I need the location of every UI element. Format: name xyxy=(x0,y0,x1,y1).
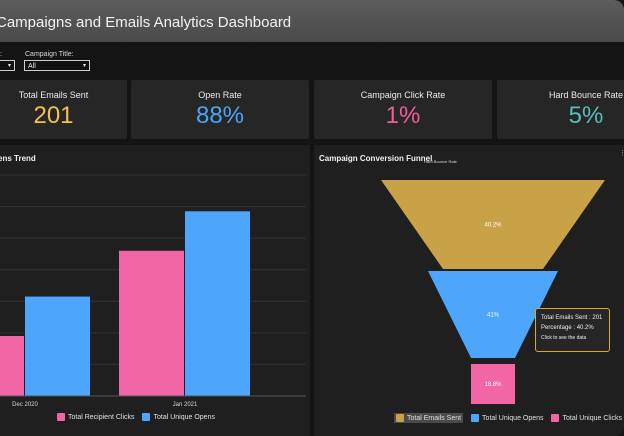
funnel-tooltip: Total Emails Sent : 201 Percentage : 40.… xyxy=(535,308,610,352)
legend-item-clicks[interactable]: Total Recipient Clicks xyxy=(57,413,135,421)
kpi-value: 1% xyxy=(385,102,421,129)
kpi-card-emails-sent: Total Emails Sent 201 xyxy=(0,80,127,139)
funnel-chart-title: Campaign Conversion Funnel xyxy=(319,154,433,163)
filter-bar: : ▾ Campaign Title: All ▾ xyxy=(0,42,624,78)
legend-label: Total Recipient Clicks xyxy=(68,413,135,421)
page-title: Campaigns and Emails Analytics Dashboard xyxy=(0,14,292,31)
chevron-down-icon: ▾ xyxy=(82,63,86,69)
funnel-chart-legend: Total Emails Sent Total Unique Opens Tot… xyxy=(394,413,624,423)
legend-label: Total Unique Opens xyxy=(153,413,215,421)
trend-bar-chart: Dec 2020 Jan 2021 xyxy=(0,174,306,408)
funnel-stage-total-unique-opens xyxy=(428,271,558,358)
chevron-down-icon: ▾ xyxy=(7,63,11,69)
campaign-title-label: Campaign Title: xyxy=(25,51,74,58)
kpi-card-click-rate: Campaign Click Rate 1% xyxy=(314,80,492,139)
legend-label: Total Unique Opens xyxy=(482,414,544,422)
conversion-funnel-chart: 40.2% 41% 18.8% xyxy=(381,180,605,404)
tooltip-line: Total Emails Sent : 201 xyxy=(541,315,603,321)
legend-item-unique-opens[interactable]: Total Unique Opens xyxy=(471,414,544,422)
funnel-stage-total-unique-clicks xyxy=(471,364,515,404)
legend-swatch xyxy=(57,413,65,421)
legend-swatch xyxy=(551,414,560,422)
legend-swatch xyxy=(471,414,480,422)
funnel-stage-label: 41% xyxy=(487,313,500,319)
bar-total-recipient-clicks xyxy=(0,336,24,396)
kpi-card-open-rate: Open Rate 88% xyxy=(131,80,309,139)
funnel-chart-subtitle: Hard Bounce Rate xyxy=(424,159,457,164)
legend-item-emails-sent[interactable]: Total Emails Sent xyxy=(394,413,464,423)
funnel-stage-label: 40.2% xyxy=(484,223,502,229)
tooltip-line: Percentage : 40.2% xyxy=(541,325,594,331)
kpi-label: Campaign Click Rate xyxy=(360,90,446,100)
funnel-stage-total-emails-sent xyxy=(381,180,605,269)
campaign-title-value: All xyxy=(28,63,36,70)
kpi-value: 5% xyxy=(568,102,604,129)
campaign-title-select[interactable]: All ▾ xyxy=(24,60,90,71)
kpi-value: 201 xyxy=(33,102,74,129)
trend-chart-title: ens Trend xyxy=(0,154,36,163)
title-bar: Campaigns and Emails Analytics Dashboard xyxy=(0,0,624,42)
panel-menu-icon[interactable]: ⋮ xyxy=(619,150,624,157)
trend-chart-legend: Total Recipient Clicks Total Unique Open… xyxy=(57,413,221,423)
kpi-label: Hard Bounce Rate xyxy=(548,90,624,100)
legend-swatch xyxy=(142,413,151,421)
funnel-stage-label: 18.8% xyxy=(484,382,502,388)
x-tick-label: Jan 2021 xyxy=(173,402,198,408)
bar-total-unique-opens xyxy=(25,296,90,396)
tooltip-hint: Click to see the data xyxy=(541,335,587,341)
kpi-label: Open Rate xyxy=(198,90,242,100)
filter-label: : xyxy=(0,51,2,58)
kpi-card-bounce-rate: Hard Bounce Rate 5% xyxy=(497,80,624,139)
legend-item-unique-clicks[interactable]: Total Unique Clicks xyxy=(551,414,622,422)
x-tick-label: Dec 2020 xyxy=(12,402,38,408)
legend-item-opens[interactable]: Total Unique Opens xyxy=(142,413,215,421)
bar-total-unique-opens xyxy=(185,211,250,396)
kpi-label: Total Emails Sent xyxy=(18,90,89,100)
legend-swatch xyxy=(396,414,404,422)
filter-select[interactable]: ▾ xyxy=(0,60,15,71)
kpi-value: 88% xyxy=(195,102,245,129)
legend-label: Total Emails Sent xyxy=(407,414,462,422)
legend-label: Total Unique Clicks xyxy=(562,414,623,422)
bar-total-recipient-clicks xyxy=(119,250,184,396)
